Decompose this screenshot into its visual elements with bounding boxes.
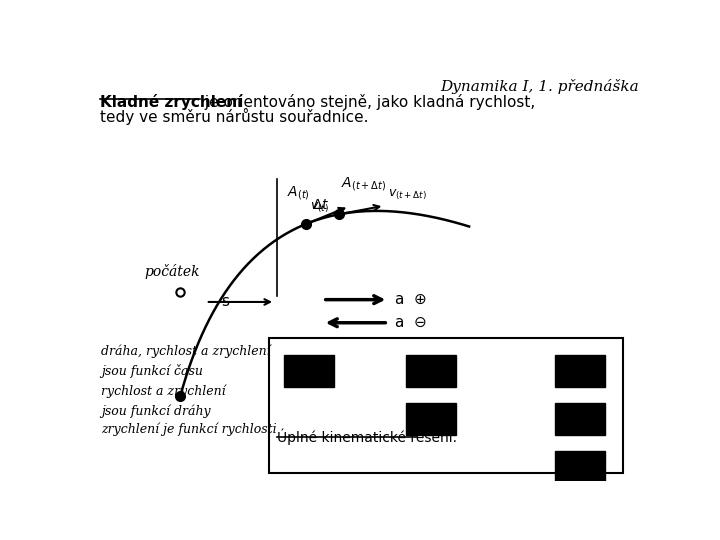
Text: $v_{(t)}$: $v_{(t)}$ bbox=[310, 200, 329, 214]
Text: Úplné kinematické řešení.: Úplné kinematické řešení. bbox=[276, 428, 456, 445]
Bar bbox=[269, 338, 623, 473]
Text: $\Delta t$: $\Delta t$ bbox=[312, 198, 330, 212]
Bar bbox=[555, 403, 606, 435]
Text: rychlost a zrychlení
jsou funkcí dráhy: rychlost a zrychlení jsou funkcí dráhy bbox=[101, 384, 225, 417]
Text: a  $\oplus$: a $\oplus$ bbox=[394, 292, 426, 307]
Text: dráha, rychlost a zrychlení
jsou funkcí času: dráha, rychlost a zrychlení jsou funkcí … bbox=[101, 345, 271, 379]
Text: Kladné zrychlení: Kladné zrychlení bbox=[99, 94, 242, 110]
Text: je orientováno stejně, jako kladná rychlost,: je orientováno stejně, jako kladná rychl… bbox=[199, 94, 535, 110]
Text: s: s bbox=[221, 294, 229, 309]
Text: $A_{(t)}$: $A_{(t)}$ bbox=[287, 184, 310, 202]
Text: a  $\ominus$: a $\ominus$ bbox=[394, 315, 426, 330]
Text: $v_{(t+\Delta t)}$: $v_{(t+\Delta t)}$ bbox=[388, 187, 427, 202]
Text: počátek: počátek bbox=[144, 264, 199, 279]
Bar bbox=[406, 355, 456, 387]
Bar bbox=[406, 403, 456, 435]
Bar bbox=[555, 450, 606, 483]
Text: $A_{(t+\Delta t)}$: $A_{(t+\Delta t)}$ bbox=[341, 175, 386, 193]
Text: Dynamika I, 1. přednáška: Dynamika I, 1. přednáška bbox=[440, 79, 639, 93]
Bar bbox=[555, 355, 606, 387]
Bar bbox=[284, 355, 334, 387]
Text: zrychlení je funkcí rychlosti: zrychlení je funkcí rychlosti bbox=[101, 423, 276, 436]
Text: tedy ve směru nárůstu souřadnice.: tedy ve směru nárůstu souřadnice. bbox=[99, 108, 368, 125]
